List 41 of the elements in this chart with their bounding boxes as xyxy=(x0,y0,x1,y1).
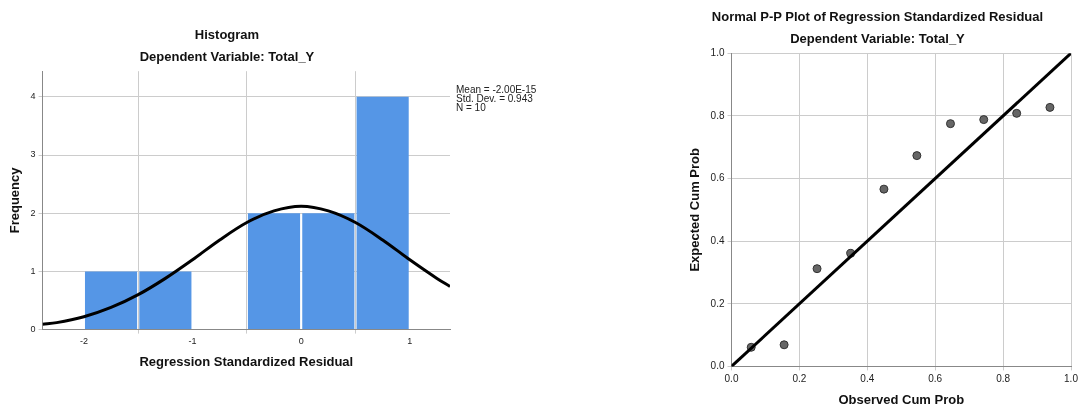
y-tick-label: 0.6 xyxy=(710,172,725,184)
text: N = 10 xyxy=(456,101,487,113)
point xyxy=(779,340,789,350)
y-axis-title: Frequency xyxy=(7,166,23,234)
line-series xyxy=(42,204,450,326)
y-tick-label: 0.2 xyxy=(710,297,725,309)
x-axis-title: Regression Standardized Residual xyxy=(139,353,354,369)
text: Std. Dev. = 0.943 xyxy=(456,92,534,104)
y-tick-label: 0.0 xyxy=(710,360,725,372)
y-tick-label: 1.0 xyxy=(710,46,725,58)
x-tick-label: 0.6 xyxy=(928,373,943,385)
x-tick-label: 1 xyxy=(407,336,413,347)
x-tick-label: -1 xyxy=(188,336,197,347)
point xyxy=(945,119,955,129)
y-tick-label: 0.8 xyxy=(710,109,725,121)
y-tick-label: 3 xyxy=(30,149,36,160)
y-axis-title: Expected Cum Prob xyxy=(687,147,703,272)
x-axis-title: Observed Cum Prob xyxy=(838,391,965,407)
y-tick-label: 1 xyxy=(30,265,36,276)
x-tick-label: 0.8 xyxy=(996,373,1011,385)
y-tick-label: 0 xyxy=(30,324,36,335)
x-tick-label: 0.0 xyxy=(724,373,739,385)
y-tick-label: 0.4 xyxy=(710,234,725,246)
x-tick-label: 0.2 xyxy=(792,373,807,385)
x-tick-label: 0 xyxy=(298,336,304,347)
point xyxy=(879,184,889,194)
chart-title: Normal P-P Plot of Regression Standardized Residual xyxy=(711,9,1044,25)
y-tick-label: 4 xyxy=(30,91,36,102)
point xyxy=(812,264,822,274)
chart-title: Histogram xyxy=(194,27,260,43)
x-tick-label: 0.4 xyxy=(860,373,875,385)
x-tick-label: 1.0 xyxy=(1064,373,1079,385)
point xyxy=(1045,102,1055,112)
text: Mean = -2.00E-15 xyxy=(456,83,537,95)
point xyxy=(979,115,989,125)
point xyxy=(912,151,922,161)
x-tick-label: -2 xyxy=(79,336,88,347)
y-tick-label: 2 xyxy=(30,207,36,218)
point xyxy=(1012,108,1022,118)
chart-subtitle: Dependent Variable: Total_Y xyxy=(139,48,315,64)
chart-subtitle: Dependent Variable: Total_Y xyxy=(790,30,966,46)
